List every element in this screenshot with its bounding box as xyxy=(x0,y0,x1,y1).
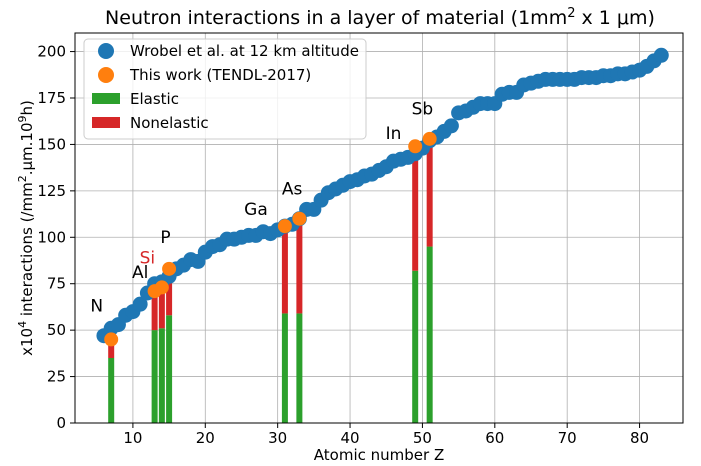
element-label: As xyxy=(282,180,303,200)
x-tick-label: 40 xyxy=(341,429,360,447)
elastic-bar xyxy=(426,246,433,423)
nonelastic-bar xyxy=(296,218,303,314)
this-work-point xyxy=(162,261,177,276)
x-axis-ticks: 10 20 30 40 50 60 70 80 xyxy=(123,423,649,447)
elastic-bar xyxy=(296,313,303,423)
y-tick-label: 175 xyxy=(37,89,66,107)
x-tick-label: 20 xyxy=(196,429,215,447)
this-work-point xyxy=(277,219,292,234)
element-label: In xyxy=(386,124,402,144)
chart-title: Neutron interactions in a layer of mater… xyxy=(105,6,655,29)
this-work-point xyxy=(292,211,307,226)
legend-label-elastic: Elastic xyxy=(130,90,179,108)
y-axis-label-sup1: 4 xyxy=(16,321,29,328)
legend-label-this-work: This work (TENDL-2017) xyxy=(129,66,311,84)
element-label: Si xyxy=(140,248,156,268)
bars xyxy=(108,138,433,423)
legend-box xyxy=(83,38,367,140)
wrobel-point xyxy=(653,47,669,63)
y-axis-label: x104 interactions (/mm2.μm.109h) xyxy=(16,100,36,356)
nonelastic-bar xyxy=(166,268,173,316)
x-tick-label: 70 xyxy=(558,429,577,447)
element-label: Ga xyxy=(244,200,268,220)
elastic-bar xyxy=(166,315,173,423)
nonelastic-bar xyxy=(281,226,288,314)
y-tick-label: 125 xyxy=(37,182,66,200)
y-tick-label: 25 xyxy=(47,368,66,386)
nonelastic-bar xyxy=(158,287,165,329)
nonelastic-bar xyxy=(108,339,115,358)
x-axis-label: Atomic number Z xyxy=(314,446,444,464)
elastic-bar xyxy=(151,330,158,423)
y-tick-label: 50 xyxy=(47,321,66,339)
legend-patch-nonelastic xyxy=(92,117,120,128)
element-label: P xyxy=(160,228,170,248)
nonelastic-bar xyxy=(412,146,419,271)
y-axis-label-sup2: 2 xyxy=(16,175,29,182)
element-label: Sb xyxy=(412,100,434,120)
elastic-bar xyxy=(108,358,115,423)
legend-marker-wrobel xyxy=(98,43,114,59)
nonelastic-bar xyxy=(151,291,158,331)
legend-marker-this-work xyxy=(98,67,114,83)
nonelastic-bar xyxy=(426,138,433,247)
this-work-point xyxy=(154,280,169,295)
plot-frame xyxy=(74,32,684,424)
y-tick-label: 200 xyxy=(37,43,66,61)
x-tick-label: 60 xyxy=(485,429,504,447)
element-label: Al xyxy=(132,263,148,283)
chart-title-end: x 1 μm) xyxy=(575,7,654,29)
y-axis-label-mid2: .μm.10 xyxy=(18,123,36,176)
legend: Wrobel et al. at 12 km altitude This wor… xyxy=(83,38,367,140)
wrobel-point xyxy=(132,296,148,312)
y-tick-label: 150 xyxy=(37,135,66,153)
y-axis-label-sup3: 9 xyxy=(16,116,29,123)
this-work-point xyxy=(104,332,119,347)
x-tick-label: 30 xyxy=(268,429,287,447)
elastic-bar xyxy=(412,270,419,423)
x-tick-label: 50 xyxy=(413,429,432,447)
y-axis-ticks: 0 25 50 75 100 125 150 175 200 xyxy=(37,43,75,432)
y-axis-label-end: h) xyxy=(18,100,36,115)
elastic-bar xyxy=(158,328,165,423)
chart-title-main: Neutron interactions in a layer of mater… xyxy=(105,7,567,29)
x-tick-label: 80 xyxy=(630,429,649,447)
legend-label-nonelastic: Nonelastic xyxy=(130,114,209,132)
y-tick-label: 0 xyxy=(56,414,66,432)
y-tick-label: 100 xyxy=(37,228,66,246)
element-label: N xyxy=(90,297,103,317)
y-tick-label: 75 xyxy=(47,275,66,293)
y-axis-label-pre: x10 xyxy=(18,328,36,356)
scatter-points xyxy=(96,47,669,347)
this-work-point xyxy=(422,131,437,146)
this-work-point xyxy=(408,139,423,154)
wrobel-point xyxy=(443,118,459,134)
elastic-bar xyxy=(281,313,288,423)
legend-patch-elastic xyxy=(92,93,120,104)
chart-title-superscript: 2 xyxy=(567,6,575,21)
y-axis-label-mid: interactions (/mm xyxy=(18,182,36,321)
x-tick-label: 10 xyxy=(123,429,142,447)
legend-label-wrobel: Wrobel et al. at 12 km altitude xyxy=(130,42,359,60)
